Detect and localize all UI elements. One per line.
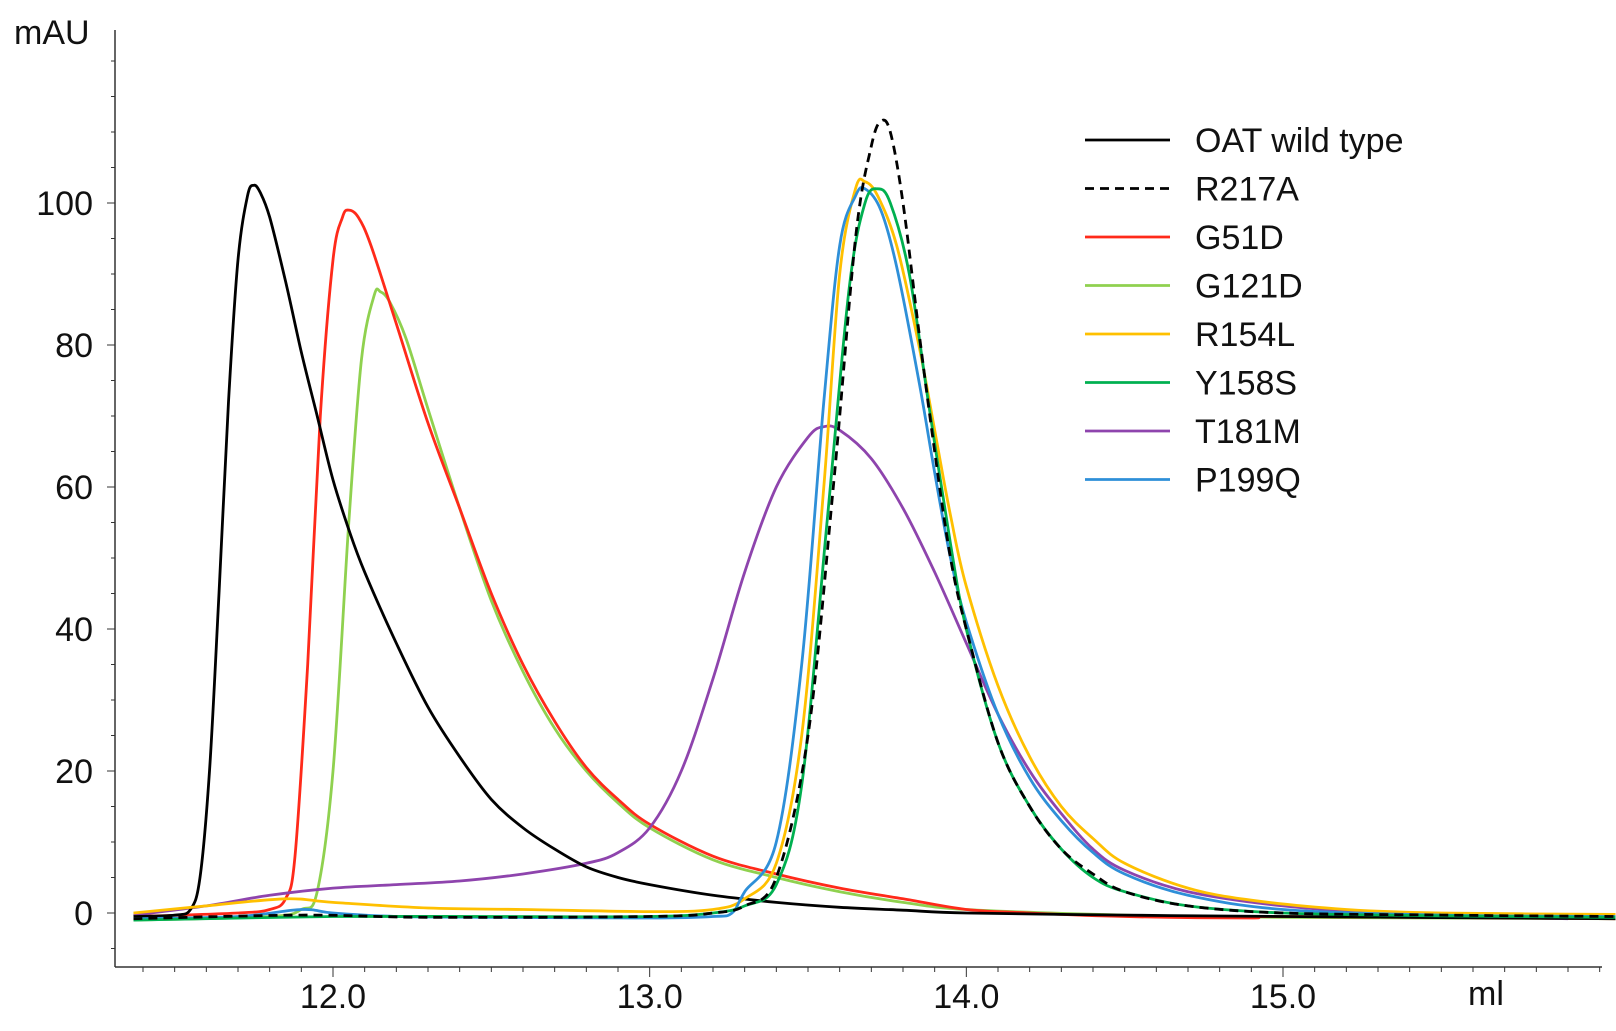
legend-label: Y158S <box>1195 365 1297 403</box>
y-tick-label: 40 <box>55 611 93 649</box>
y-tick-label: 80 <box>55 327 93 365</box>
series-line-t181m <box>133 424 1569 921</box>
legend-label: G51D <box>1195 219 1284 257</box>
legend: OAT wild type R217A G51D G121D R154L Y158S T18… <box>1085 122 1403 500</box>
legend-label: G121D <box>1195 268 1303 306</box>
x-tick-label: 14.0 <box>933 978 999 1016</box>
series-line-g121d <box>133 287 1616 922</box>
x-tick-label: 12.0 <box>300 978 366 1016</box>
series-lines <box>133 118 1616 922</box>
y-tick-label: 100 <box>36 185 93 223</box>
legend-label: P199Q <box>1195 462 1301 500</box>
y-axis-title: mAU <box>14 14 90 52</box>
legend-label: OAT wild type <box>1195 122 1403 160</box>
y-tick-label: 60 <box>55 469 93 507</box>
axes <box>114 30 1602 968</box>
y-tick-label: 20 <box>55 753 93 791</box>
x-axis-title: ml <box>1468 975 1504 1013</box>
legend-label: T181M <box>1195 413 1301 451</box>
legend-label: R217A <box>1195 171 1299 209</box>
x-axis-ticks: 12.0 13.0 14.0 15.0 <box>142 967 1601 1016</box>
x-tick-label: 15.0 <box>1250 978 1316 1016</box>
series-line-g51d <box>133 208 1616 921</box>
y-axis-ticks: 0 20 40 60 80 100 <box>36 60 115 949</box>
series-line-r217a <box>133 118 1616 921</box>
legend-label: R154L <box>1195 316 1295 354</box>
y-tick-label: 0 <box>74 895 93 933</box>
x-tick-label: 13.0 <box>617 978 683 1016</box>
series-line-oat-wild-type <box>133 183 1616 921</box>
series-line-y158s <box>133 187 1616 922</box>
